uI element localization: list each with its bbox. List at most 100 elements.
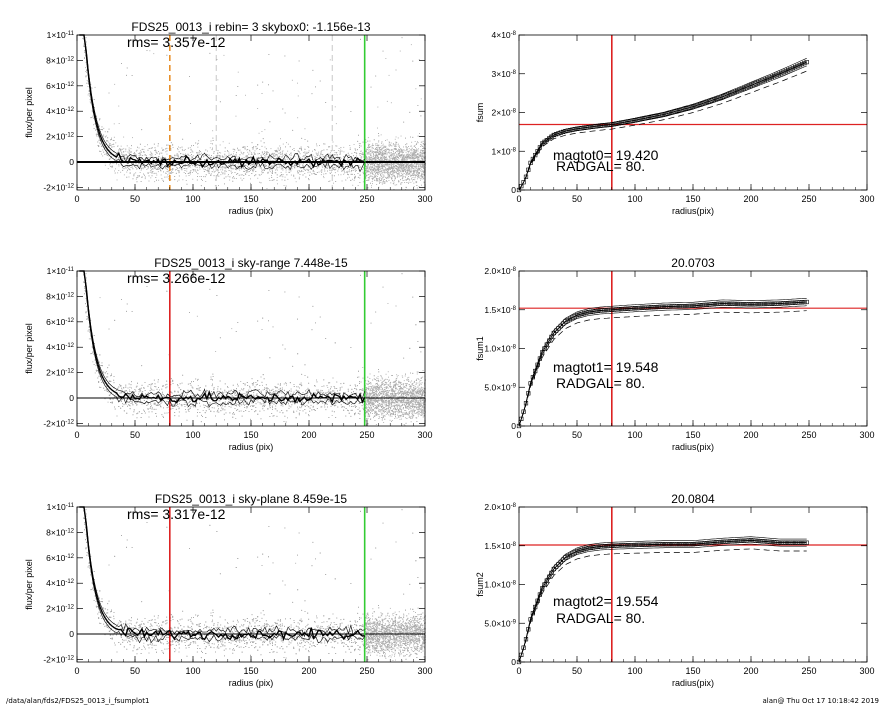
scatter-point bbox=[395, 159, 397, 161]
scatter-point bbox=[249, 171, 250, 172]
scatter-point bbox=[177, 155, 179, 157]
scatter-point bbox=[122, 167, 123, 169]
scatter-point bbox=[257, 165, 259, 167]
scatter-point bbox=[308, 157, 310, 159]
scatter-point bbox=[235, 95, 237, 96]
scatter-point bbox=[245, 170, 247, 171]
scatter-point bbox=[301, 137, 303, 139]
scatter-point bbox=[318, 171, 320, 173]
scatter-point bbox=[215, 166, 216, 168]
scatter-point bbox=[302, 156, 304, 158]
scatter-point bbox=[224, 159, 226, 161]
scatter-point bbox=[106, 140, 108, 142]
scatter-point bbox=[246, 157, 247, 159]
scatter-point bbox=[191, 154, 192, 155]
scatter-point bbox=[312, 69, 314, 71]
scatter-point bbox=[178, 151, 180, 153]
scatter-point bbox=[271, 166, 273, 168]
scatter-point bbox=[421, 173, 423, 175]
scatter-point bbox=[407, 169, 409, 171]
scatter-point bbox=[376, 179, 378, 181]
scatter-point bbox=[182, 153, 184, 155]
scatter-point bbox=[109, 162, 111, 164]
scatter-point bbox=[391, 170, 393, 171]
scatter-point bbox=[367, 169, 369, 171]
scatter-point bbox=[281, 156, 283, 158]
scatter-point bbox=[366, 180, 367, 181]
scatter-point bbox=[216, 156, 218, 158]
scatter-point bbox=[390, 171, 392, 173]
scatter-point bbox=[378, 158, 379, 160]
scatter-point bbox=[87, 86, 89, 87]
scatter-point bbox=[307, 172, 309, 174]
scatter-point bbox=[232, 168, 234, 170]
scatter-point bbox=[422, 140, 424, 142]
scatter-point bbox=[397, 159, 398, 160]
scatter-point bbox=[157, 158, 158, 160]
scatter-point bbox=[113, 143, 115, 145]
scatter-point bbox=[212, 164, 214, 166]
scatter-point bbox=[98, 134, 99, 136]
scatter-point bbox=[401, 165, 403, 166]
scatter-point bbox=[268, 177, 270, 179]
scatter-point bbox=[347, 172, 349, 173]
scatter-point bbox=[373, 139, 375, 141]
scatter-point bbox=[264, 164, 266, 166]
scatter-point bbox=[324, 158, 326, 160]
scatter-point bbox=[157, 169, 159, 170]
scatter-point bbox=[413, 172, 415, 174]
scatter-point bbox=[85, 76, 87, 78]
scatter-point bbox=[190, 152, 192, 153]
scatter-point bbox=[187, 163, 188, 164]
scatter-point bbox=[93, 124, 94, 126]
scatter-point bbox=[167, 163, 169, 164]
scatter-point bbox=[406, 166, 408, 168]
scatter-point bbox=[237, 149, 239, 151]
scatter-point bbox=[200, 185, 202, 187]
scatter-point bbox=[168, 158, 170, 159]
scatter-point bbox=[143, 164, 145, 165]
scatter-point bbox=[321, 170, 323, 172]
scatter-point bbox=[253, 152, 255, 154]
scatter-point bbox=[403, 163, 405, 165]
scatter-point bbox=[194, 160, 195, 161]
scatter-point bbox=[392, 166, 394, 168]
scatter-point bbox=[157, 168, 159, 170]
scatter-point bbox=[250, 163, 252, 165]
scatter-point bbox=[99, 139, 100, 141]
scatter-point bbox=[367, 147, 369, 148]
scatter-point bbox=[387, 151, 389, 153]
scatter-point bbox=[304, 173, 306, 174]
scatter-point bbox=[140, 165, 142, 167]
scatter-point bbox=[177, 168, 179, 169]
scatter-point bbox=[395, 167, 397, 169]
scatter-point bbox=[279, 155, 281, 157]
scatter-point bbox=[325, 173, 327, 175]
scatter-point bbox=[375, 165, 377, 167]
scatter-point bbox=[235, 115, 237, 117]
scatter-point bbox=[168, 173, 170, 175]
scatter-point bbox=[391, 170, 393, 172]
scatter-point bbox=[103, 151, 105, 153]
scatter-point bbox=[297, 117, 299, 119]
scatter-point bbox=[390, 182, 392, 184]
scatter-point bbox=[392, 153, 394, 155]
scatter-point bbox=[268, 160, 270, 162]
scatter-point bbox=[172, 169, 173, 171]
scatter-point bbox=[228, 174, 229, 175]
scatter-point bbox=[422, 166, 424, 168]
scatter-point bbox=[217, 150, 219, 152]
scatter-point bbox=[281, 179, 283, 181]
scatter-point bbox=[358, 167, 360, 168]
scatter-point bbox=[281, 165, 282, 167]
scatter-point bbox=[401, 170, 403, 172]
scatter-point bbox=[105, 135, 107, 137]
scatter-point bbox=[273, 155, 275, 157]
scatter-point bbox=[235, 165, 237, 167]
scatter-point bbox=[309, 174, 311, 176]
scatter-point bbox=[413, 159, 415, 161]
scatter-point bbox=[386, 139, 388, 141]
scatter-point bbox=[175, 164, 177, 166]
scatter-point bbox=[284, 158, 286, 159]
scatter-point bbox=[235, 154, 237, 156]
